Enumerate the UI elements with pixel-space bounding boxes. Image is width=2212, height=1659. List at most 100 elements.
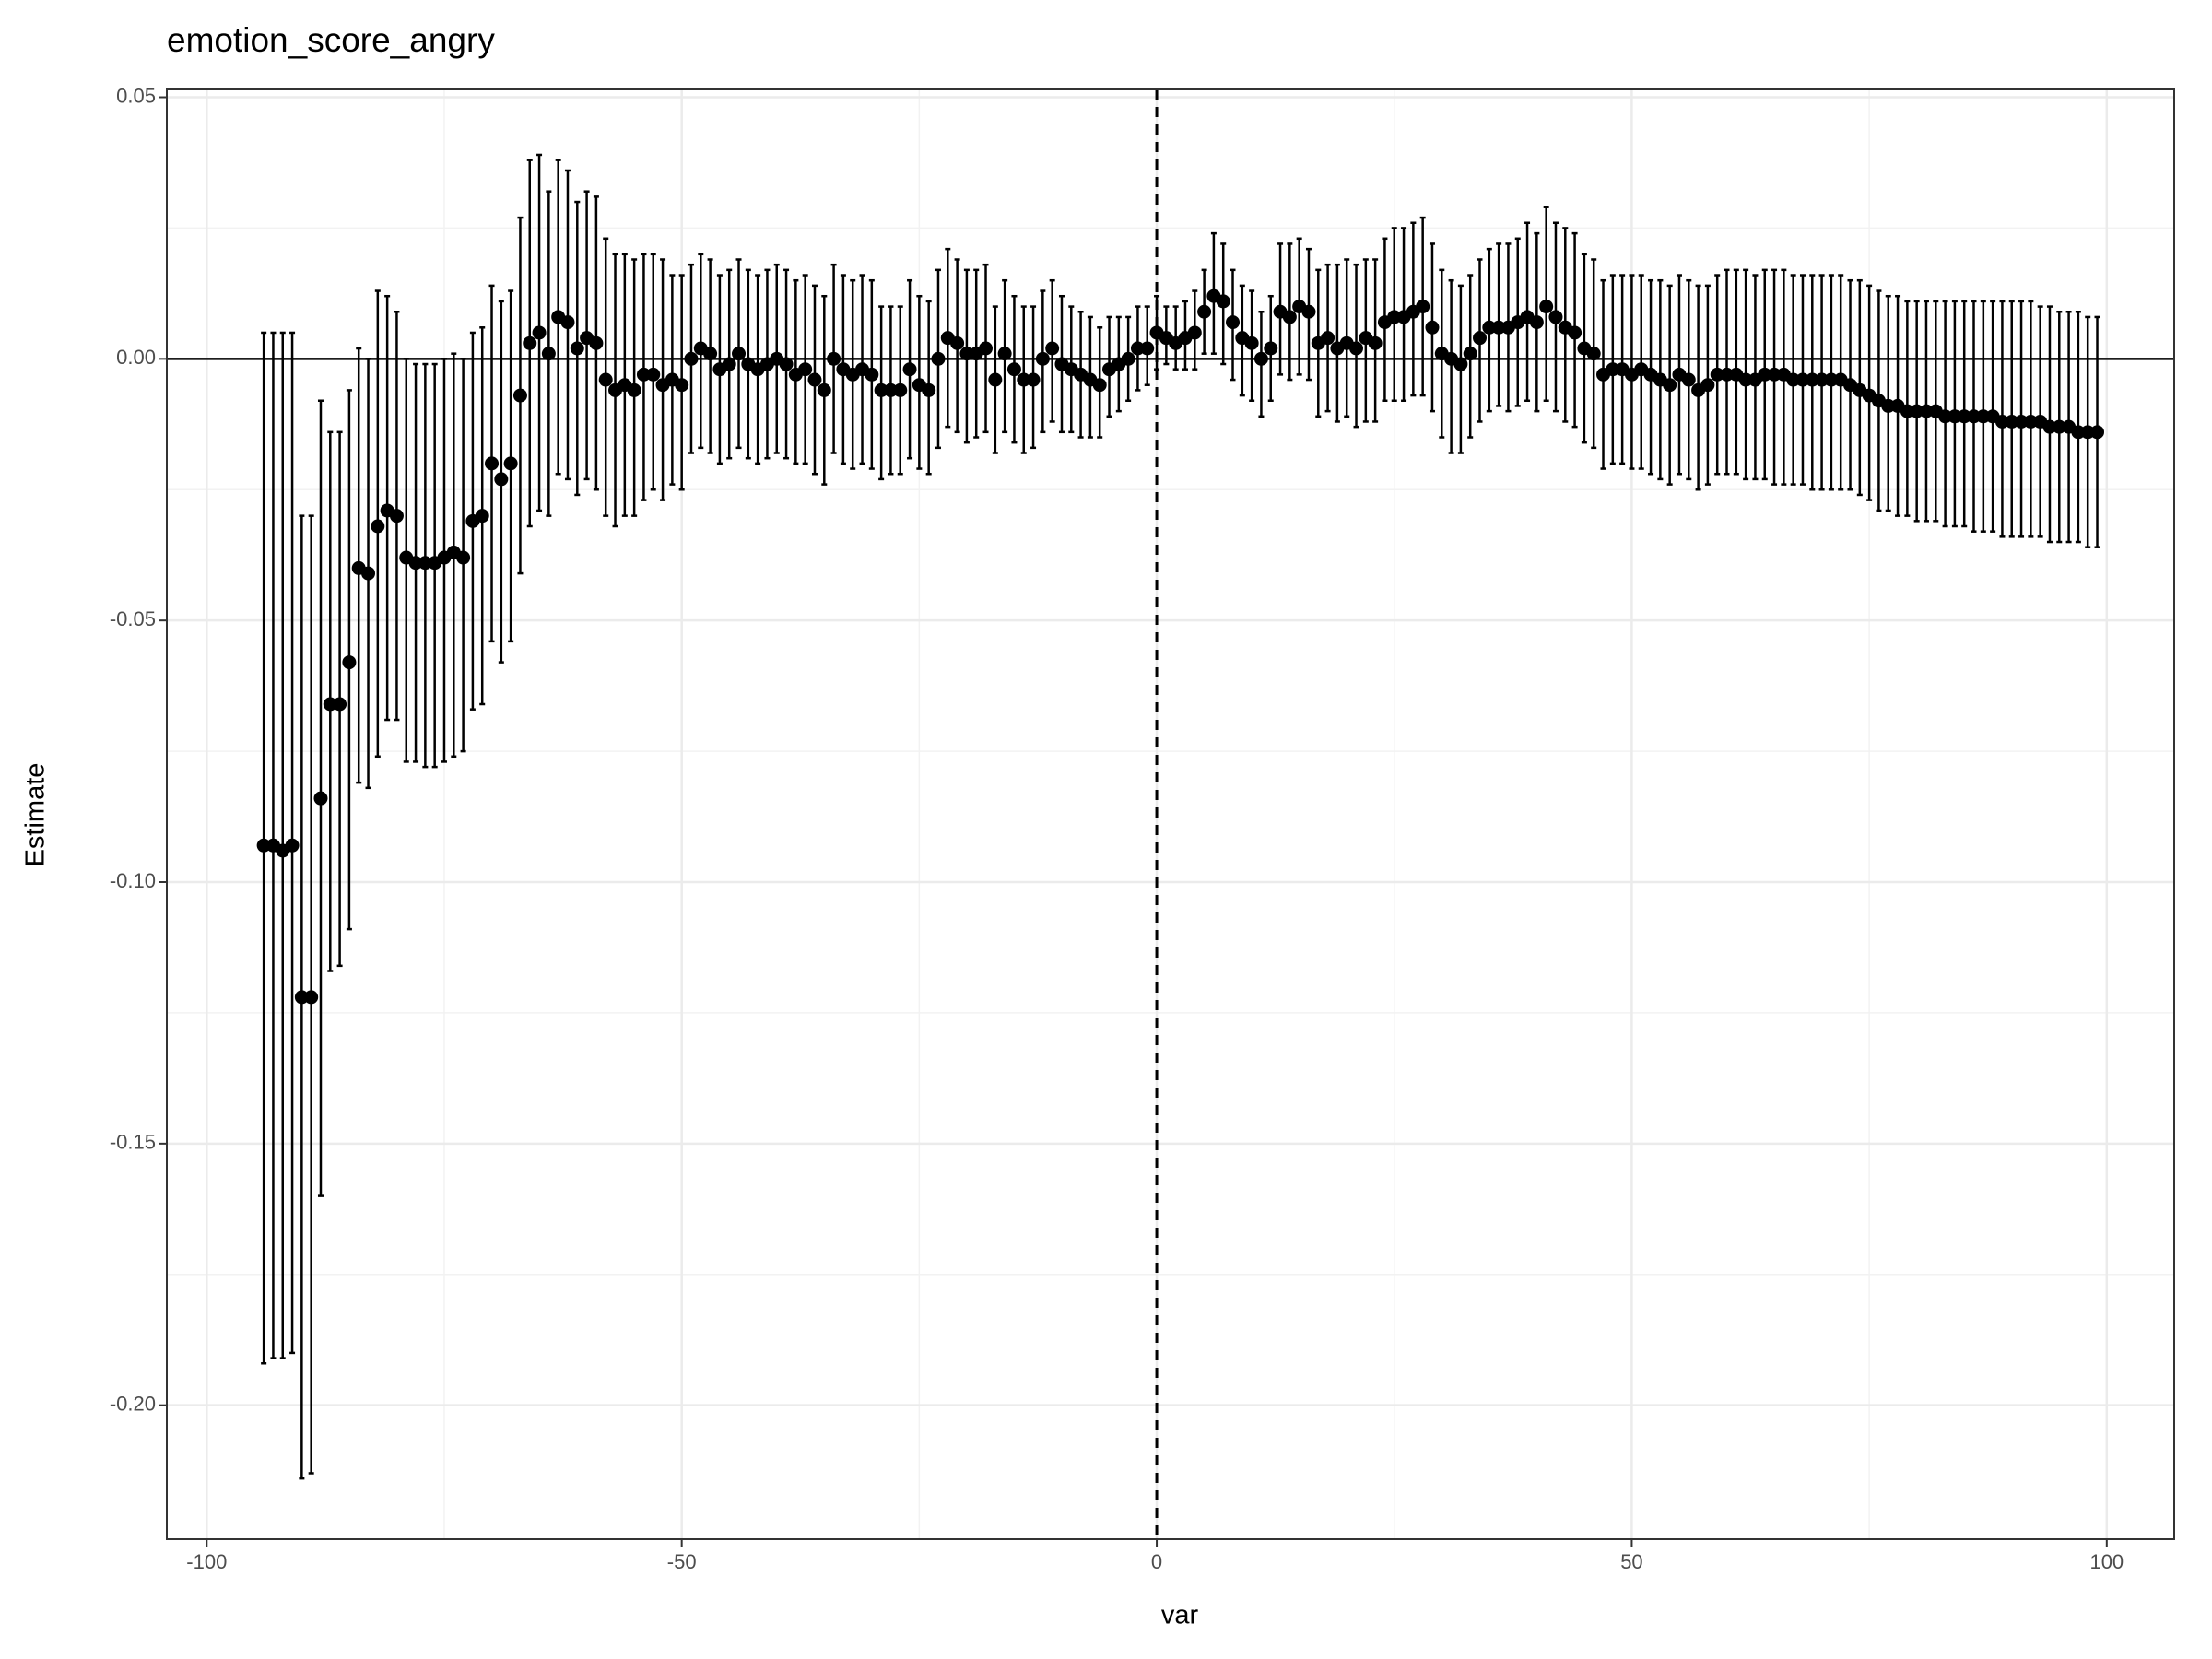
point: [1349, 341, 1364, 356]
y-tick-label: -0.20: [110, 1392, 156, 1415]
point: [1700, 378, 1715, 393]
point: [1663, 378, 1677, 393]
point: [1815, 372, 1830, 387]
point: [1197, 304, 1212, 319]
point: [1130, 341, 1145, 356]
point: [1368, 335, 1382, 350]
point: [1187, 325, 1202, 340]
point: [598, 372, 613, 387]
chart-title: emotion_score_angry: [167, 21, 495, 59]
point: [1482, 320, 1497, 335]
point: [294, 990, 309, 1005]
point: [1881, 398, 1896, 413]
point: [1216, 294, 1230, 309]
point: [256, 838, 271, 853]
point: [675, 378, 689, 393]
x-tick-label: 100: [2089, 1550, 2124, 1573]
point: [1900, 404, 1914, 418]
x-tick-label: -50: [667, 1550, 697, 1573]
point: [1301, 304, 1316, 319]
point: [997, 347, 1012, 361]
point: [798, 362, 813, 377]
point: [627, 382, 641, 397]
point: [1606, 362, 1620, 377]
point: [1910, 404, 1924, 418]
point: [2023, 414, 2038, 429]
point: [732, 347, 747, 361]
point: [1919, 404, 1934, 418]
point: [1824, 372, 1839, 387]
point: [361, 566, 376, 581]
point: [541, 347, 556, 361]
point: [1758, 367, 1772, 382]
point: [807, 372, 822, 387]
point: [589, 335, 604, 350]
point: [475, 509, 489, 524]
point: [1568, 325, 1583, 340]
point: [1092, 378, 1107, 393]
point: [1491, 320, 1506, 335]
point: [313, 791, 328, 806]
point: [304, 990, 319, 1005]
point: [503, 456, 518, 471]
point: [485, 456, 500, 471]
point: [646, 367, 661, 382]
point: [1045, 341, 1060, 356]
point: [817, 382, 831, 397]
point: [684, 351, 699, 366]
point: [1026, 372, 1041, 387]
point: [1035, 351, 1050, 366]
point: [1121, 351, 1135, 366]
y-tick-label: -0.15: [110, 1131, 156, 1154]
point: [560, 315, 575, 330]
point: [570, 341, 584, 356]
y-axis-title: Estimate: [21, 763, 51, 867]
point: [1226, 315, 1241, 330]
point: [494, 472, 509, 487]
x-axis-title: var: [1161, 1601, 1199, 1630]
point: [979, 341, 994, 356]
y-tick-label: -0.05: [110, 607, 156, 630]
point: [865, 367, 879, 382]
point: [2005, 414, 2019, 429]
x-tick-label: -100: [186, 1550, 227, 1573]
point: [703, 347, 718, 361]
point: [1264, 341, 1278, 356]
point: [2071, 425, 2086, 440]
x-tick-label: 50: [1620, 1550, 1642, 1573]
point: [1994, 414, 2009, 429]
point: [456, 550, 471, 565]
point: [408, 556, 423, 571]
point: [1387, 310, 1402, 324]
point: [959, 347, 974, 361]
point: [333, 697, 347, 712]
y-tick-label: 0.05: [116, 84, 156, 107]
point: [285, 838, 300, 853]
point: [1017, 372, 1031, 387]
point: [1253, 351, 1268, 366]
point: [1140, 341, 1155, 356]
point: [1539, 300, 1554, 314]
point: [1795, 372, 1810, 387]
point: [988, 372, 1003, 387]
point: [1006, 362, 1021, 377]
point: [636, 367, 651, 382]
point: [523, 335, 537, 350]
point: [893, 382, 908, 397]
point: [1586, 347, 1601, 361]
point: [532, 325, 547, 340]
point: [1548, 310, 1563, 324]
point: [1786, 372, 1801, 387]
point: [323, 697, 337, 712]
point: [1710, 367, 1724, 382]
point: [512, 388, 527, 403]
panel-border: [166, 88, 2175, 1540]
point: [1244, 335, 1259, 350]
point: [1282, 310, 1297, 324]
point: [1425, 320, 1440, 335]
point: [2052, 419, 2066, 434]
point: [389, 509, 404, 524]
point: [827, 351, 841, 366]
